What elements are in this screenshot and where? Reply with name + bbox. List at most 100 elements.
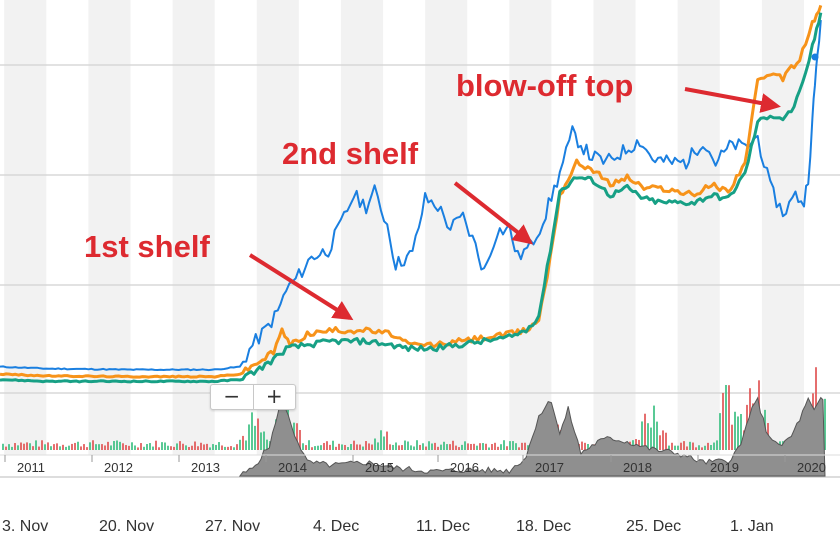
volume-bar [731, 424, 733, 450]
volume-bar [482, 443, 484, 450]
volume-bar [263, 431, 265, 450]
volume-bar [410, 445, 412, 450]
volume-bar [716, 440, 718, 450]
volume-bar [68, 445, 70, 450]
volume-bar [44, 444, 46, 450]
annotation-arrow [453, 181, 534, 245]
volume-bar [344, 444, 346, 450]
navigator-date-label: 1. Jan [730, 518, 774, 535]
annotation-arrow [684, 87, 781, 113]
volume-bar [416, 440, 418, 450]
volume-bar [488, 447, 490, 450]
volume-bar [647, 423, 649, 450]
volume-bar [302, 443, 304, 450]
volume-bar [101, 444, 103, 450]
volume-bar [191, 445, 193, 450]
zoom-out-button[interactable]: − [223, 384, 241, 408]
volume-bar [371, 444, 373, 450]
volume-bar [254, 425, 256, 450]
volume-bar [671, 442, 673, 450]
year-band [425, 0, 468, 455]
year-band [256, 0, 299, 455]
volume-bar [494, 442, 496, 450]
volume-bar [455, 445, 457, 450]
volume-bar [704, 445, 706, 450]
volume-bar [53, 444, 55, 450]
navigator-date-label: 4. Dec [313, 518, 359, 535]
volume-bar [320, 445, 322, 450]
year-band [88, 0, 131, 455]
volume-bar [266, 439, 268, 450]
volume-bar [2, 443, 4, 450]
volume-bar [122, 443, 124, 450]
volume-bar [134, 445, 136, 450]
horizontal-gridlines [0, 64, 840, 394]
volume-bar [152, 446, 154, 450]
volume-bar [89, 442, 91, 450]
volume-bar [203, 444, 205, 450]
volume-bar [83, 444, 85, 450]
volume-bar [140, 443, 142, 450]
volume-bar [362, 446, 364, 450]
volume-bar [251, 412, 253, 450]
volume-bar [329, 444, 331, 450]
volume-bar [413, 446, 415, 450]
volume-bar [428, 441, 430, 450]
volume-bar [200, 442, 202, 450]
series-line [0, 19, 822, 372]
volume-bar [527, 445, 529, 450]
volume-bar [14, 443, 16, 450]
volume-bar [377, 442, 379, 450]
x-tick-label: 2014 [278, 460, 307, 475]
volume-bar [227, 446, 229, 450]
year-band [593, 0, 636, 455]
x-tick-label: 2020 [797, 460, 826, 475]
volume-bar [374, 438, 376, 450]
volume-bar [452, 440, 454, 450]
volume-bar [461, 444, 463, 450]
volume-bar [401, 445, 403, 450]
volume-bar [419, 444, 421, 450]
volume-bar [404, 440, 406, 450]
volume-bar [158, 447, 160, 450]
volume-bar [698, 445, 700, 450]
volume-bar [386, 431, 388, 450]
volume-bar [8, 444, 10, 450]
volume-bar [113, 440, 115, 450]
volume-bar [359, 444, 361, 450]
volume-bar [86, 447, 88, 450]
volume-bar [188, 446, 190, 450]
x-tick-label: 2015 [365, 460, 394, 475]
volume-bar [230, 446, 232, 450]
volume-bar [470, 443, 472, 450]
navigator-date-label: 20. Nov [99, 518, 154, 535]
volume-bar [347, 447, 349, 450]
volume-bar [491, 444, 493, 450]
volume-bar [56, 443, 58, 450]
volume-bar [224, 446, 226, 450]
volume-bar [683, 441, 685, 450]
volume-bar [395, 442, 397, 450]
x-tick-label: 2016 [450, 460, 479, 475]
volume-bar [473, 443, 475, 450]
volume-bar [659, 435, 661, 450]
volume-bar [524, 442, 526, 450]
volume-bar [92, 440, 94, 450]
volume-bar [380, 430, 382, 450]
volume-bar [164, 442, 166, 450]
volume-bar [185, 445, 187, 450]
zoom-in-button[interactable]: + [252, 385, 296, 409]
volume-bar [485, 443, 487, 450]
volume-bar [644, 413, 646, 450]
volume-bar [728, 385, 730, 450]
volume-bar [389, 444, 391, 450]
year-band [172, 0, 215, 455]
volume-bar [11, 446, 13, 450]
volume-bar [137, 447, 139, 450]
volume-bar [434, 442, 436, 450]
navigator-date-label: 11. Dec [416, 518, 470, 535]
volume-bar [5, 446, 7, 450]
series-line [0, 12, 823, 384]
volume-bar [215, 444, 217, 450]
